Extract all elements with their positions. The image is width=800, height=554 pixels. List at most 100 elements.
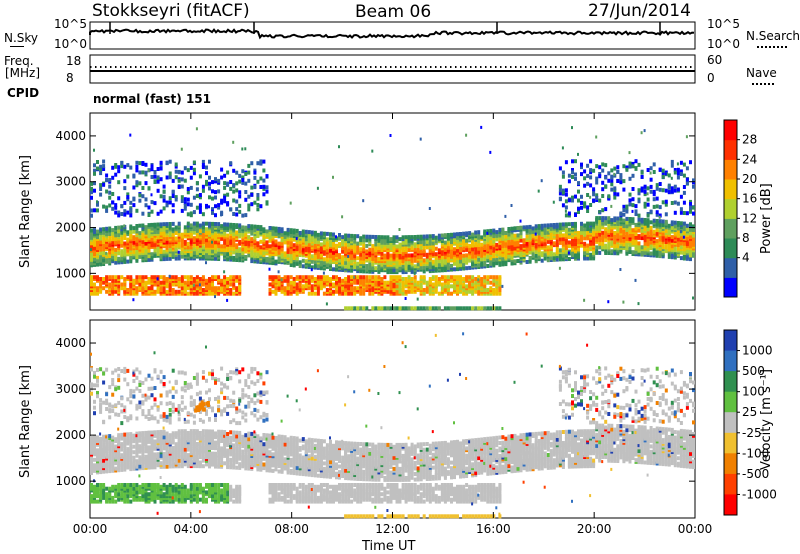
data-cell	[477, 263, 481, 268]
data-cell	[250, 246, 254, 251]
data-cell	[498, 286, 502, 291]
data-cell	[226, 201, 230, 206]
data-cell	[289, 201, 292, 205]
data-cell	[180, 177, 184, 182]
data-cell	[613, 195, 617, 200]
data-cell	[437, 248, 441, 253]
data-cell	[395, 275, 399, 280]
data-cell	[558, 191, 562, 196]
data-cell	[625, 216, 629, 221]
data-cell	[431, 275, 435, 280]
data-cell	[422, 234, 426, 239]
data-cell	[198, 206, 202, 210]
data-cell	[410, 277, 414, 281]
data-cell	[477, 289, 481, 294]
data-cell	[90, 190, 93, 195]
data-cell	[99, 168, 103, 173]
data-cell	[682, 162, 686, 167]
data-cell	[123, 179, 127, 184]
data-cell	[389, 237, 393, 242]
data-cell	[658, 167, 662, 172]
data-cell	[192, 283, 195, 287]
data-cell	[401, 235, 405, 240]
data-cell	[604, 163, 608, 168]
data-cell	[99, 183, 103, 188]
data-cell	[274, 259, 278, 264]
data-cell	[96, 240, 99, 245]
data-cell	[392, 235, 396, 240]
data-cell	[93, 181, 96, 186]
data-cell	[120, 204, 124, 209]
data-cell	[123, 277, 127, 281]
data-cell	[201, 288, 205, 292]
data-cell	[153, 282, 157, 287]
data-cell	[180, 195, 184, 200]
data-cell	[313, 260, 317, 265]
data-cell	[217, 286, 221, 291]
data-cell	[347, 233, 351, 238]
data-cell	[655, 210, 659, 215]
data-cell	[413, 282, 417, 287]
data-cell	[664, 229, 668, 233]
data-cell	[583, 298, 586, 302]
data-cell	[114, 275, 118, 280]
data-cell	[259, 204, 263, 209]
data-cell	[450, 251, 453, 256]
data-cell	[646, 232, 650, 237]
data-cell	[682, 190, 686, 195]
data-cell	[93, 188, 96, 193]
data-cell	[571, 170, 574, 175]
data-cell	[580, 205, 583, 210]
data-cell	[289, 237, 293, 242]
data-cell	[150, 255, 154, 260]
data-cell	[229, 161, 233, 166]
data-cell	[229, 282, 233, 287]
data-cell	[398, 242, 402, 247]
data-cell	[319, 253, 323, 258]
data-cell	[322, 271, 325, 275]
data-cell	[628, 164, 632, 169]
data-cell	[117, 229, 121, 234]
data-cell	[443, 233, 447, 238]
data-cell	[350, 275, 354, 280]
data-cell	[198, 193, 202, 197]
data-cell	[389, 253, 393, 258]
data-cell	[99, 280, 103, 285]
data-cell	[226, 237, 230, 242]
data-cell	[425, 258, 429, 263]
data-cell	[344, 260, 348, 265]
data-cell	[238, 190, 242, 195]
data-cell	[471, 275, 475, 280]
data-cell	[347, 242, 351, 247]
data-cell	[513, 242, 517, 247]
data-cell	[205, 238, 208, 243]
data-cell	[474, 230, 478, 235]
data-cell	[271, 280, 275, 285]
data-cell	[277, 275, 281, 280]
data-cell	[434, 289, 438, 294]
data-cell	[174, 195, 178, 200]
data-cell	[129, 275, 133, 280]
data-cell	[114, 210, 118, 215]
data-cell	[129, 230, 133, 234]
data-cell	[510, 226, 514, 231]
data-cell	[138, 245, 142, 250]
data-cell	[507, 227, 511, 231]
data-cell	[235, 223, 239, 228]
data-cell	[471, 306, 475, 311]
data-cell	[468, 243, 472, 248]
data-cell	[543, 227, 547, 232]
data-cell	[211, 210, 214, 215]
data-cell	[90, 456, 93, 461]
data-cell	[368, 291, 372, 296]
data-cell	[386, 289, 390, 294]
data-cell	[655, 212, 659, 217]
data-cell	[574, 172, 577, 177]
data-cell	[90, 261, 93, 266]
data-cell	[546, 228, 550, 233]
data-cell	[93, 168, 96, 173]
data-cell	[99, 492, 103, 497]
data-cell	[138, 161, 142, 166]
data-cell	[450, 275, 453, 280]
data-cell	[646, 186, 650, 191]
